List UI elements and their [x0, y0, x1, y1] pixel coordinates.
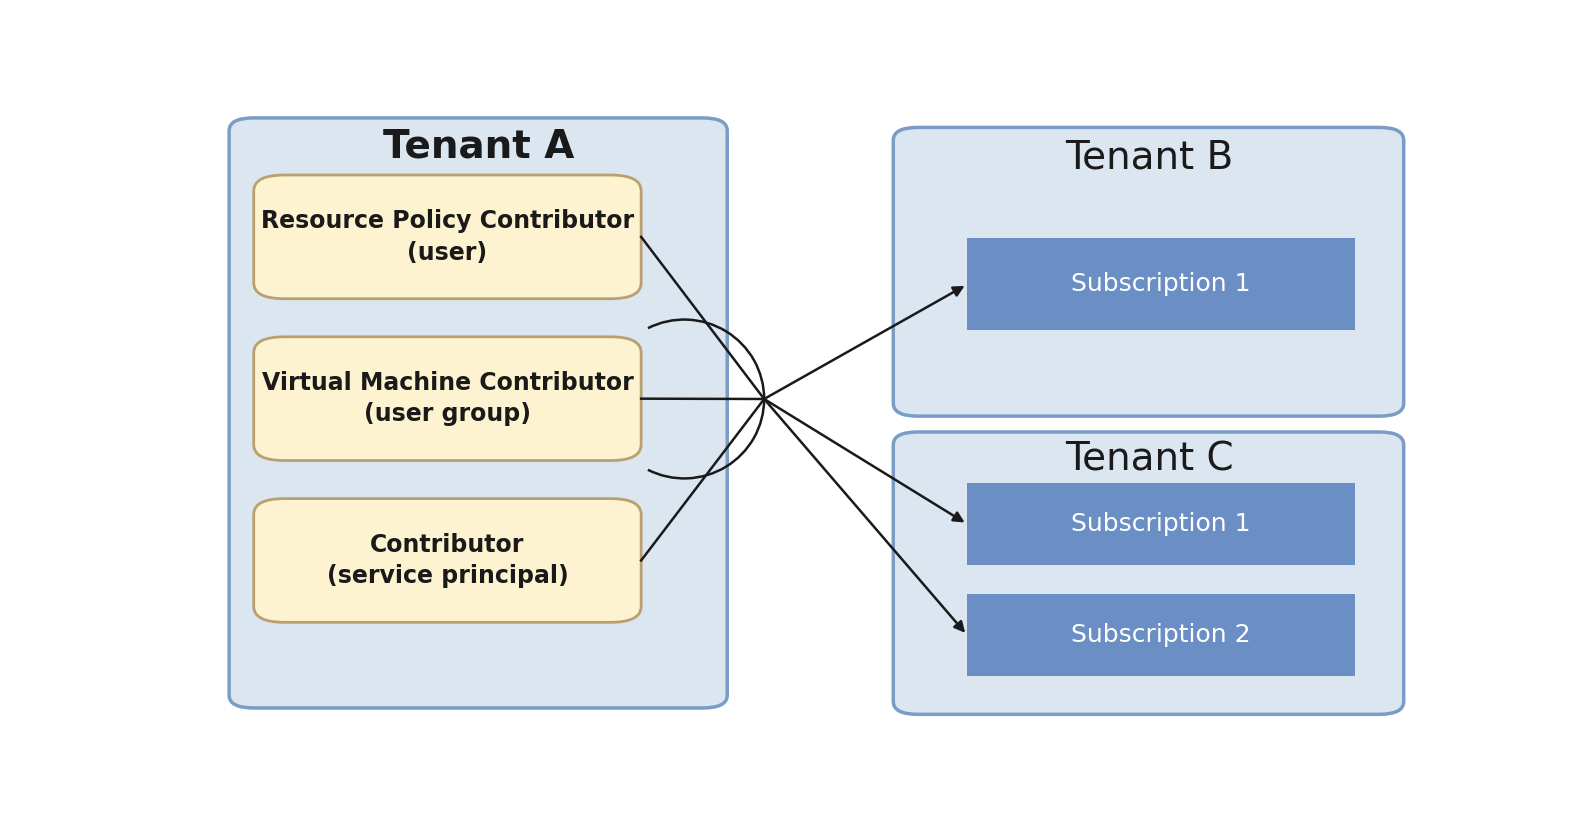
- FancyBboxPatch shape: [254, 337, 641, 461]
- FancyBboxPatch shape: [893, 432, 1403, 714]
- Bar: [966, 483, 1355, 565]
- Text: Virtual Machine Contributor
(user group): Virtual Machine Contributor (user group): [262, 371, 633, 427]
- Text: Tenant A: Tenant A: [382, 128, 574, 166]
- Bar: [966, 238, 1355, 330]
- Text: Subscription 2: Subscription 2: [1071, 623, 1251, 647]
- Text: Subscription 1: Subscription 1: [1071, 273, 1251, 297]
- FancyBboxPatch shape: [229, 118, 727, 708]
- Text: Subscription 1: Subscription 1: [1071, 512, 1251, 536]
- Bar: [966, 594, 1355, 677]
- Text: Resource Policy Contributor
(user): Resource Policy Contributor (user): [260, 209, 633, 265]
- FancyBboxPatch shape: [893, 128, 1403, 416]
- FancyBboxPatch shape: [254, 175, 641, 299]
- FancyBboxPatch shape: [254, 499, 641, 622]
- Text: Tenant C: Tenant C: [1065, 440, 1233, 478]
- Text: Contributor
(service principal): Contributor (service principal): [327, 532, 568, 588]
- Text: Tenant B: Tenant B: [1065, 138, 1233, 176]
